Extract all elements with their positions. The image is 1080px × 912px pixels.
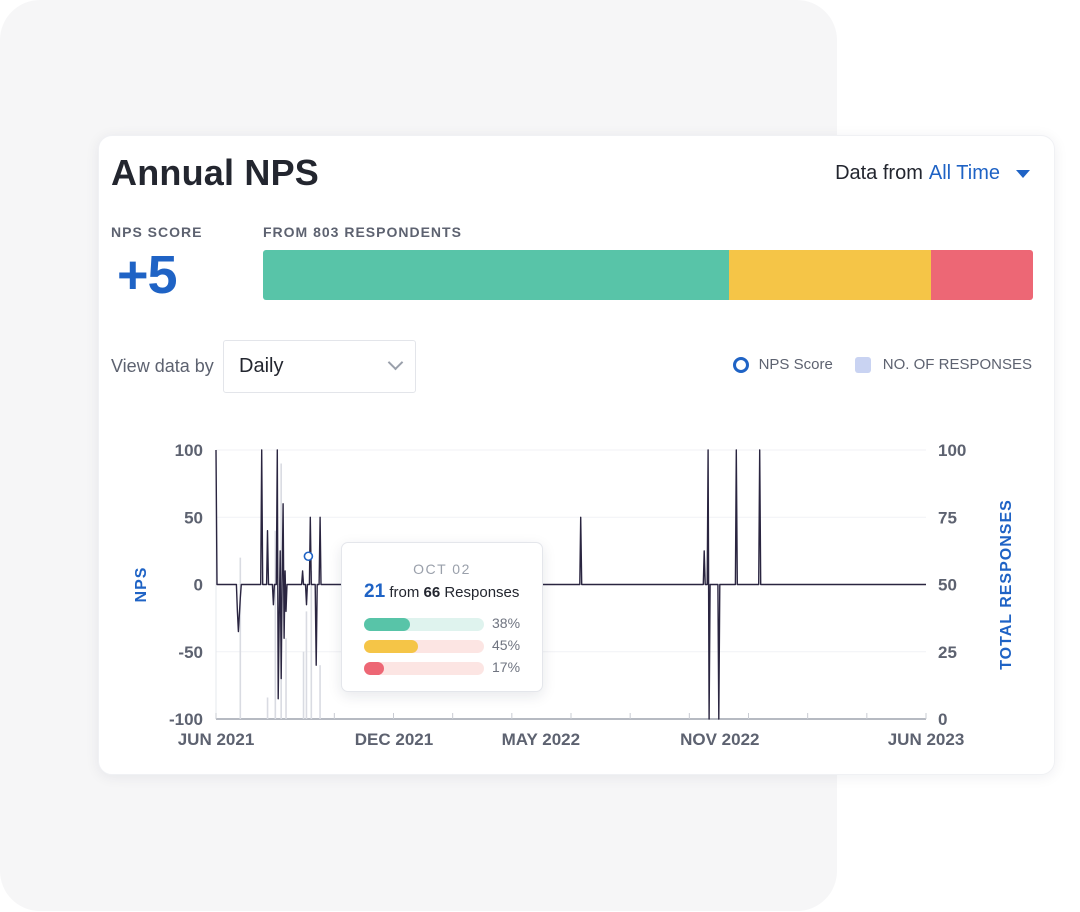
view-select-value: Daily	[239, 355, 284, 377]
legend-nps-score: NPS Score	[758, 356, 833, 373]
tooltip-summary: 21 from 66 Responses	[364, 581, 519, 603]
nps-score-value: +5	[117, 245, 178, 305]
caret-down-icon	[1016, 169, 1030, 178]
nps-score-label: NPS SCORE	[111, 224, 203, 240]
nps-chart: 100 50 0 -50 -100 100 75 50 25 0 JUN 2021 DEC 2021 M…	[133, 441, 1015, 749]
y2-tick-label: 50	[938, 576, 957, 595]
annual-nps-card: Annual NPS Data from All Time NPS SCORE …	[98, 135, 1055, 775]
y-axis-title: NPS	[133, 567, 150, 603]
nps-score-legend-icon	[732, 356, 749, 373]
x-tick-label: DEC 2021	[355, 730, 433, 749]
y-tick-label: 100	[175, 441, 203, 460]
y2-tick-label: 100	[938, 441, 966, 460]
x-tick-label: MAY 2022	[502, 730, 580, 749]
tooltip-bar-track	[364, 662, 484, 675]
x-tick-label: JUN 2023	[888, 730, 965, 749]
card-title: Annual NPS	[111, 152, 320, 193]
y-tick-label: -100	[169, 710, 203, 729]
chart-tooltip: OCT 02 21 from 66 Responses 38% 45% 17%	[341, 542, 543, 692]
view-data-by-label: View data by	[111, 356, 214, 376]
y2-axis-title: TOTAL RESPONSES	[998, 499, 1015, 670]
tooltip-breakdown-row: 17%	[364, 659, 534, 675]
respondents-label: FROM 803 RESPONDENTS	[263, 224, 462, 240]
highlighted-point	[303, 551, 314, 562]
distribution-segment-detractors	[931, 250, 1033, 300]
tooltip-breakdown-row: 38%	[364, 615, 534, 631]
y-tick-label: 50	[184, 508, 203, 527]
data-from-value: All Time	[928, 162, 1000, 184]
nps-score-line	[215, 449, 926, 720]
tooltip-breakdown-row: 45%	[364, 637, 534, 653]
y2-tick-label: 0	[938, 710, 947, 729]
tooltip-responses-count: 66	[423, 584, 441, 601]
tooltip-bar-fill	[364, 618, 410, 631]
distribution-segment-promoters	[263, 250, 729, 300]
view-data-by-select[interactable]: Daily	[223, 340, 416, 393]
tooltip-bar-percent: 45%	[492, 637, 521, 653]
nps-distribution-bar	[263, 250, 1033, 300]
data-range-dropdown[interactable]: Data from All Time	[835, 162, 1030, 185]
tooltip-bar-percent: 17%	[492, 659, 521, 675]
y-tick-label: -50	[178, 643, 203, 662]
tooltip-bar-percent: 38%	[492, 615, 521, 631]
data-from-label: Data from	[835, 162, 923, 184]
x-tick-label: JUN 2021	[178, 730, 255, 749]
y2-tick-label: 75	[938, 508, 957, 527]
tooltip-responses-word: Responses	[444, 584, 520, 601]
legend-responses: NO. OF RESPONSES	[882, 356, 1032, 373]
distribution-segment-passives	[728, 250, 932, 300]
tooltip-nps-value: 21	[364, 581, 386, 602]
chart-legend: NPS Score NO. OF RESPONSES	[732, 356, 1032, 373]
y-tick-label: 0	[194, 576, 203, 595]
responses-legend-icon	[854, 356, 871, 373]
y2-tick-label: 25	[938, 643, 957, 662]
tooltip-date: OCT 02	[413, 561, 471, 577]
tooltip-bar-fill	[364, 640, 418, 653]
tooltip-bar-fill	[364, 662, 385, 675]
tooltip-from-word: from	[389, 584, 420, 601]
x-tick-label: NOV 2022	[680, 730, 759, 749]
